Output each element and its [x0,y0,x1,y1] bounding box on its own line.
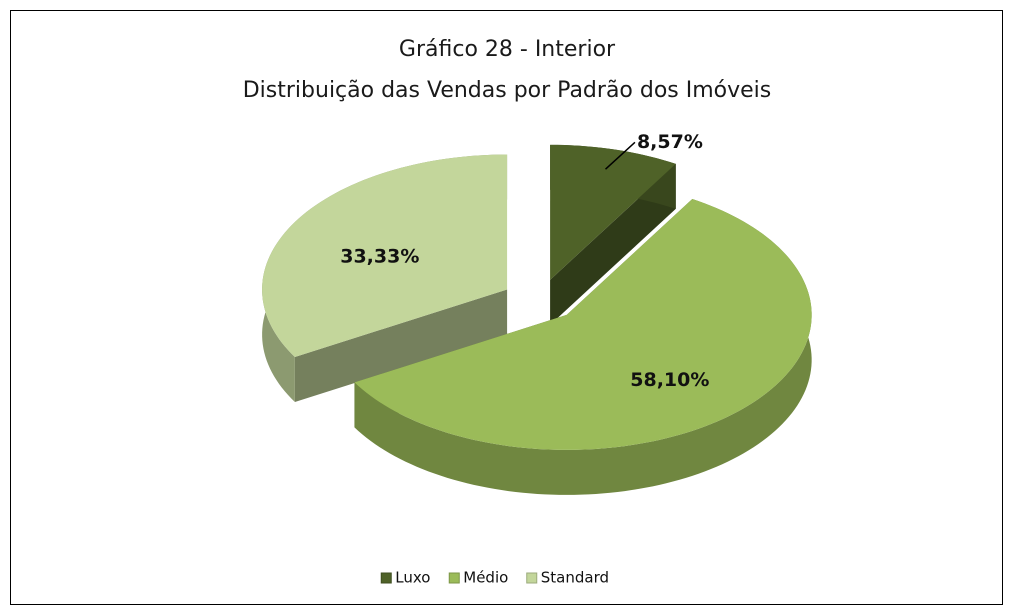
legend-swatch [526,572,538,584]
legend-label: Standard [541,569,609,587]
chart-title: Gráfico 28 - Interior [399,37,616,62]
chart-subtitle: Distribuição das Vendas por Padrão dos I… [243,78,772,103]
legend-label: Luxo [395,569,430,587]
slice-group [550,144,676,325]
slice-radial-face [550,163,676,325]
data-label: 58,10% [630,369,709,391]
slice-group [354,199,812,495]
legend-label: Médio [463,569,508,587]
leader-line [604,141,636,170]
slice [262,154,508,358]
legend-swatch [380,572,392,584]
slice-group [262,154,508,403]
slice [354,199,812,450]
slice-radial-face [294,289,508,403]
data-label: 33,33% [340,246,419,268]
legend-swatch [448,572,460,584]
slice [550,144,676,280]
data-label: 8,57% [637,131,703,153]
